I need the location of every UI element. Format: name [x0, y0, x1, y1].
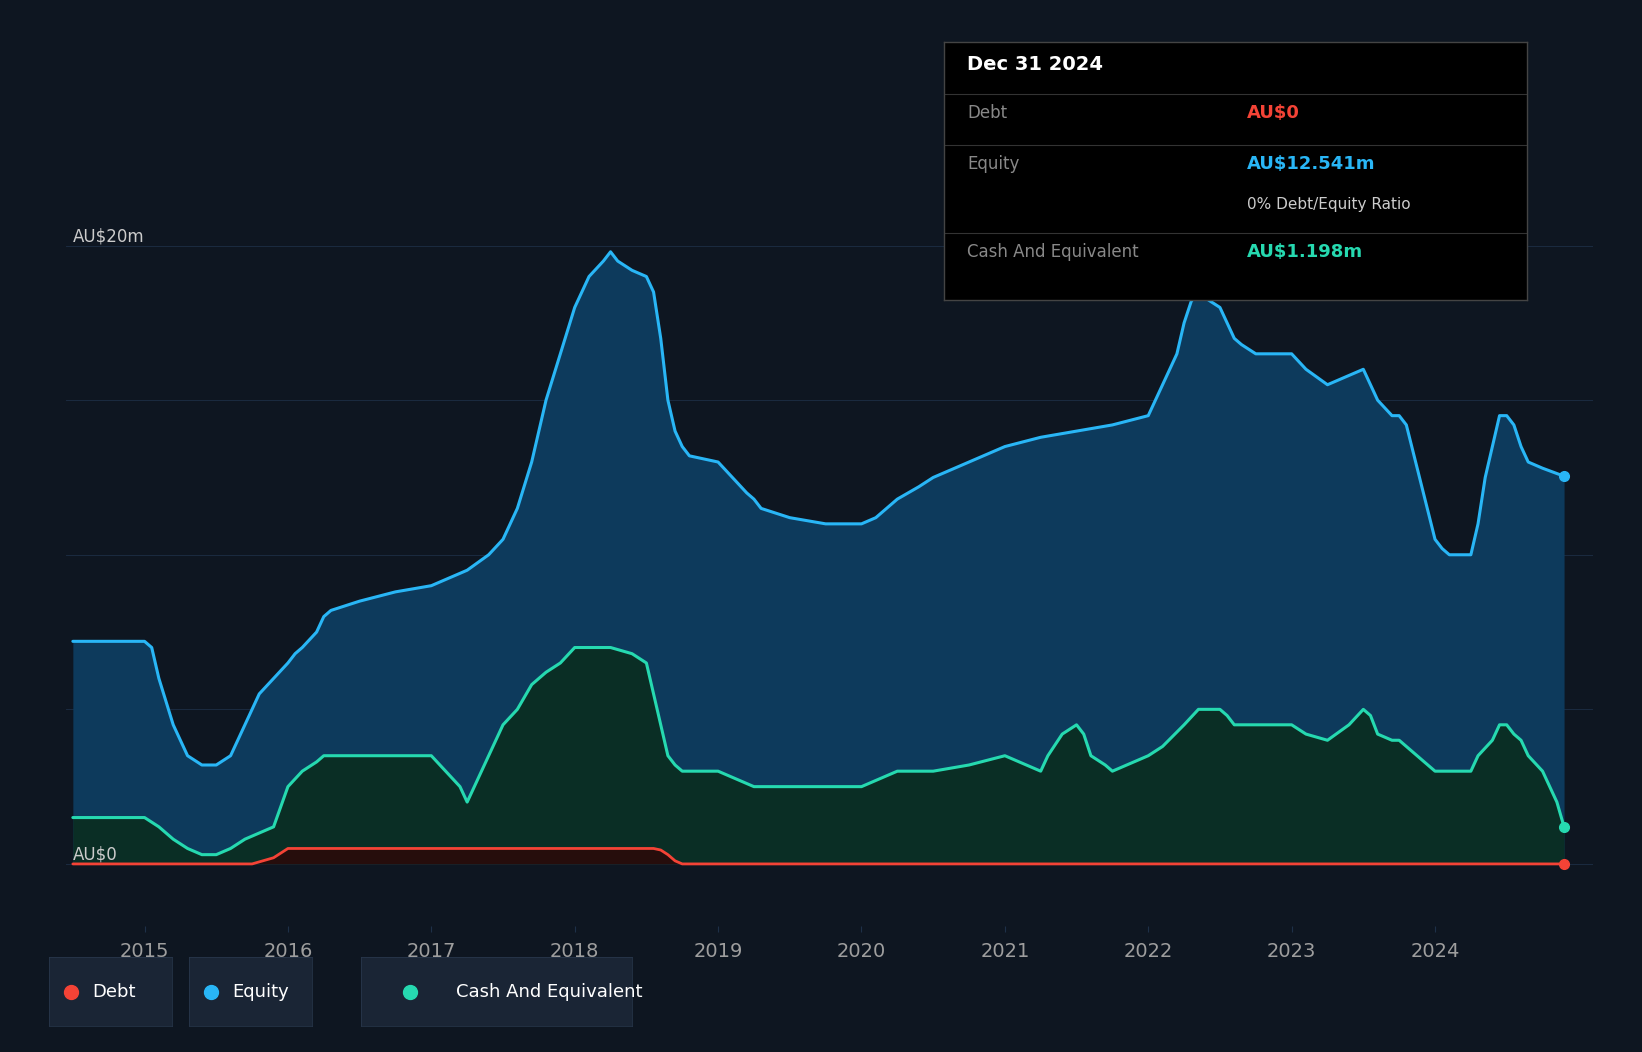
Text: AU$0: AU$0 — [1248, 104, 1300, 122]
Text: Debt: Debt — [92, 983, 136, 1000]
Text: Cash And Equivalent: Cash And Equivalent — [967, 243, 1140, 261]
Text: Debt: Debt — [967, 104, 1008, 122]
Text: AU$1.198m: AU$1.198m — [1248, 243, 1363, 261]
Text: Equity: Equity — [232, 983, 289, 1000]
Text: Cash And Equivalent: Cash And Equivalent — [456, 983, 642, 1000]
Text: Dec 31 2024: Dec 31 2024 — [967, 55, 1103, 74]
Text: 0% Debt/Equity Ratio: 0% Debt/Equity Ratio — [1248, 197, 1410, 211]
Text: AU$20m: AU$20m — [72, 227, 144, 245]
Text: AU$12.541m: AU$12.541m — [1248, 156, 1376, 174]
Text: AU$0: AU$0 — [72, 846, 118, 864]
Text: Equity: Equity — [967, 156, 1020, 174]
